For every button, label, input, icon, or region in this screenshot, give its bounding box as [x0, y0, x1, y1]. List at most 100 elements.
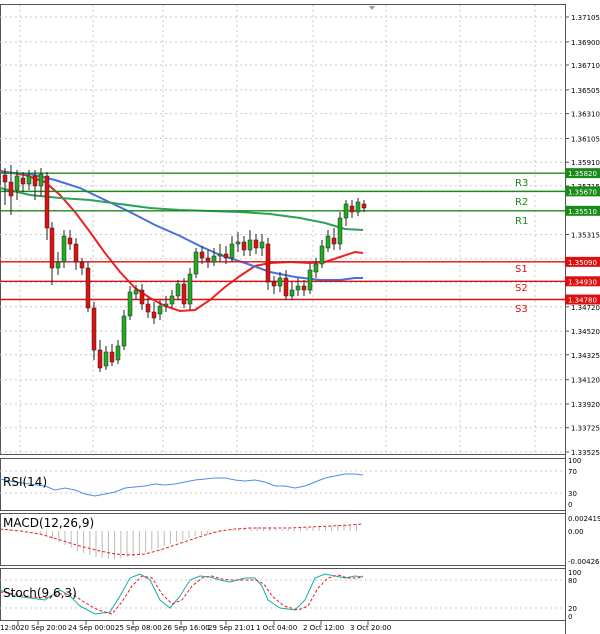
candle: [127, 286, 133, 320]
stoch-title: Stoch(9,6,3): [3, 586, 77, 600]
price-axis-label: 1.35315: [571, 232, 600, 240]
rsi-scale-label: 100: [568, 457, 581, 465]
level-label-r1: R1: [515, 216, 528, 227]
candle-body: [121, 315, 127, 347]
ma-mid-line: [0, 171, 363, 281]
candle: [253, 234, 259, 254]
candle: [55, 252, 61, 275]
stoch-scale-label: 100: [568, 569, 581, 577]
stoch-scale-label: 80: [568, 577, 577, 585]
candle: [14, 170, 20, 200]
candles: [2, 165, 367, 372]
rsi-scale-label: 0: [568, 501, 572, 509]
candle-body: [187, 273, 193, 305]
candle-body: [55, 261, 61, 269]
candle-body: [253, 239, 259, 249]
candle: [193, 248, 199, 278]
price-axis: 1.37105 1.36900 1.36710 1.36505 1.36310 1.361…: [565, 14, 600, 457]
candle: [79, 258, 85, 275]
candle-body: [91, 307, 97, 351]
level-price-s1: 1.35090: [568, 259, 597, 267]
candle: [97, 340, 103, 372]
candle: [211, 248, 217, 266]
candle: [301, 280, 307, 296]
candle: [163, 296, 169, 312]
candle: [145, 298, 151, 318]
candle-body: [283, 277, 289, 297]
candle-body: [61, 235, 67, 263]
candle-body: [259, 241, 265, 249]
macd-signal-line: [0, 523, 364, 556]
price-axis-label: 1.33525: [571, 449, 600, 457]
candle: [313, 258, 319, 278]
candle: [349, 200, 355, 218]
time-axis-label: 20 Sep 20:00: [20, 624, 67, 632]
candle-body: [289, 289, 295, 297]
price-axis-label: 1.34325: [571, 352, 600, 360]
level-price-r3: 1.35820: [568, 170, 597, 178]
candle: [283, 270, 289, 300]
level-price-tag-s3: [565, 294, 600, 305]
candle: [49, 222, 55, 285]
price-axis-label: 1.34120: [571, 377, 600, 385]
level-price-tag-s2: [565, 276, 600, 287]
candle-body: [349, 205, 355, 213]
candle-body: [49, 227, 55, 269]
candle-body: [44, 175, 50, 229]
price-axis-label: 1.34720: [571, 304, 600, 312]
rsi-pane: [0, 458, 566, 511]
candle: [247, 230, 253, 256]
macd-scale-label: 0.002419: [568, 515, 600, 523]
time-axis-label: 12:00: [0, 624, 20, 632]
candle: [223, 246, 229, 264]
candle: [319, 240, 325, 268]
candle: [139, 284, 145, 310]
level-price-tag-s1: [565, 256, 600, 267]
candle-body: [175, 283, 181, 297]
candle: [187, 268, 193, 310]
candle-body: [355, 201, 361, 213]
candle-body: [169, 295, 175, 305]
level-price-r1: 1.35510: [568, 208, 597, 216]
scroll-marker-icon[interactable]: [369, 6, 375, 10]
macd-indicator: 0.002419 0.00 -0.004269: [0, 515, 600, 566]
candle-body: [85, 267, 91, 309]
time-axis-label: 24 Sep 00:00: [68, 624, 115, 632]
candle: [115, 340, 121, 364]
candle-body: [337, 217, 343, 245]
candle-body: [103, 351, 109, 367]
candle: [355, 198, 361, 216]
pivot-levels: 1.35820 R3 1.35670 R2 1.35510 R1 1.35090 S1 1.34…: [0, 168, 600, 315]
candle-body: [20, 177, 26, 185]
time-axis-label: 1 Oct 04:00: [256, 624, 297, 632]
candle: [331, 228, 337, 250]
price-axis-label: 1.36900: [571, 39, 600, 47]
candle: [151, 302, 157, 324]
candle: [265, 238, 271, 290]
candle-body: [14, 175, 20, 191]
level-price-tag-r2: [565, 186, 600, 197]
candle-body: [32, 175, 38, 187]
candle: [181, 278, 187, 308]
candle-body: [217, 253, 223, 257]
candle: [20, 172, 26, 192]
candle: [343, 200, 349, 226]
rsi-title: RSI(14): [3, 475, 47, 489]
candle: [325, 230, 331, 252]
candle-body: [199, 251, 205, 259]
rsi-indicator: 100 70 30 0: [0, 457, 581, 509]
ma-fast-line: [0, 170, 364, 313]
level-label-r2: R2: [515, 197, 528, 208]
price-axis-label: 1.36710: [571, 62, 600, 70]
candle: [44, 172, 50, 240]
level-label-s1: S1: [515, 264, 528, 275]
candle-body: [26, 175, 32, 185]
candle: [235, 232, 241, 252]
candle-body: [139, 289, 145, 305]
candle-body: [307, 269, 313, 291]
candle-body: [109, 351, 115, 363]
candle-body: [145, 303, 151, 313]
candle-body: [8, 181, 14, 197]
candle: [259, 234, 265, 256]
